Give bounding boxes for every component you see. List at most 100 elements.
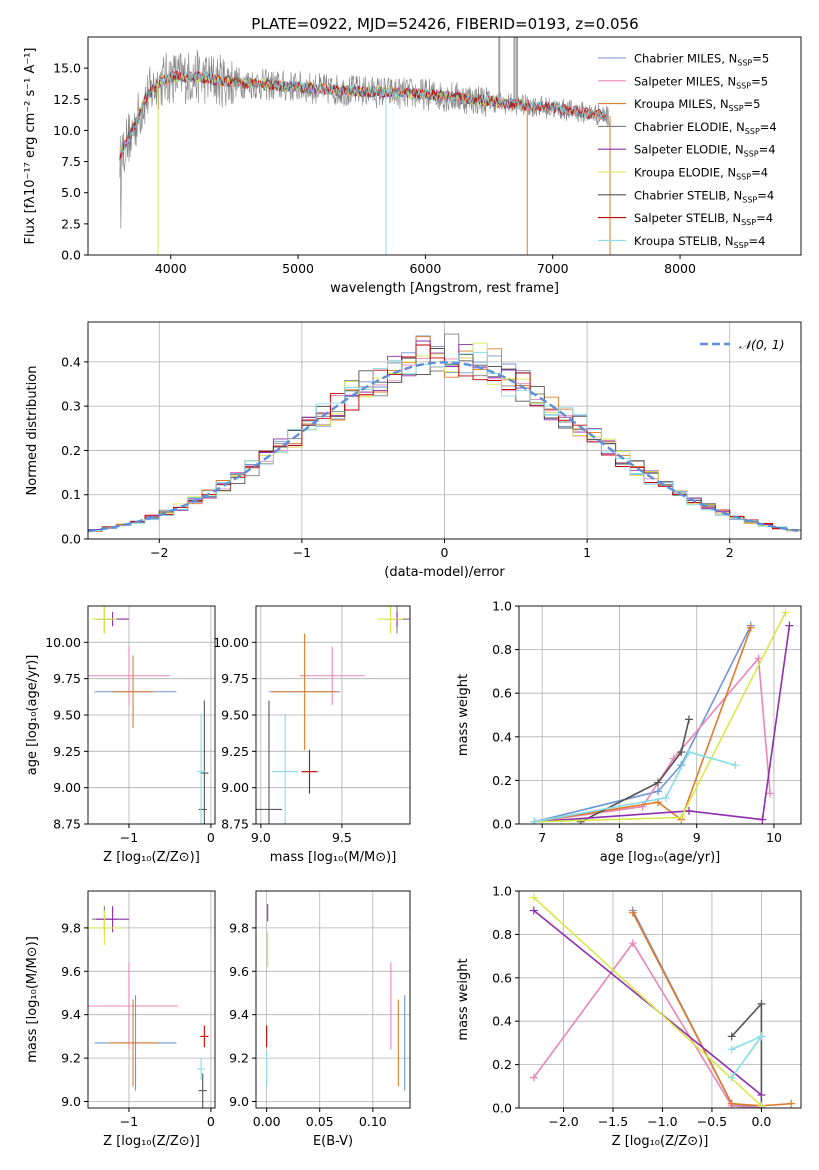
- panel-weight-vs-age: 7 8 9 10 0.0 0.2 0.4 0.6 0.8 1.0 age [log₁₀(age/yr…: [456, 599, 802, 865]
- x-axis-label: Z [log₁₀(Z/Z⊙)]: [103, 850, 200, 865]
- data-point-marker: [727, 1045, 736, 1054]
- x-tick-label: 5000: [282, 261, 314, 276]
- series-line-kroupa-stelib: [731, 1034, 764, 1079]
- y-tick-label: 9.75: [221, 671, 249, 686]
- y-tick-label: 0.0: [492, 1101, 512, 1116]
- data-point-marker: [758, 815, 767, 824]
- data-point-marker: [766, 789, 775, 798]
- legend-value: =5: [752, 52, 769, 66]
- y-axis-label: age [log₁₀(age/yr)]: [25, 655, 40, 776]
- legend-entry: Chabrier ELODIE, NSSP=4: [634, 120, 777, 136]
- normal-distribution-curve: [88, 361, 799, 533]
- panel-spectrum: 4000 5000 6000 7000 8000 0.0 2.5 5.0 7.5 10.0 12.5…: [23, 36, 802, 296]
- y-tick-label: 1.0: [492, 884, 512, 899]
- y-tick-label: 7.5: [61, 154, 81, 169]
- y-tick-label: 10.00: [45, 635, 81, 650]
- figure-title: PLATE=0922, MJD=52426, FIBERID=0193, z=0…: [251, 15, 638, 33]
- data-point-marker: [785, 621, 794, 630]
- axes-frame: [87, 890, 216, 1109]
- y-tick-label: 10.0: [53, 123, 81, 138]
- y-tick-label: 0.0: [61, 532, 81, 547]
- x-tick-label: 7: [538, 830, 546, 845]
- plot-area: [519, 891, 801, 1108]
- y-axis-label: Flux [fλ10⁻¹⁷ erg cm⁻² s⁻¹ A⁻¹]: [23, 48, 38, 245]
- y-tick-label: 0.0: [61, 248, 81, 263]
- series-line-salpeter-miles: [533, 941, 762, 1108]
- legend-value: =4: [749, 234, 766, 248]
- x-axis-label: Z [log₁₀(Z/Z⊙)]: [612, 1134, 709, 1149]
- x-tick-label: 0: [441, 545, 449, 560]
- data-point-marker: [757, 1032, 766, 1041]
- data-point-marker: [661, 793, 670, 802]
- x-tick-label: −1: [293, 545, 311, 560]
- data-point-marker: [677, 813, 686, 822]
- y-tick-label: 9.50: [53, 708, 81, 723]
- series-line-chabrier-stelib: [580, 719, 690, 823]
- x-tick-label: 10: [766, 830, 782, 845]
- legend-entry: Salpeter MILES, NSSP=5: [634, 74, 768, 90]
- plot-area: [88, 322, 801, 539]
- x-tick-label: 0.10: [359, 1114, 387, 1129]
- y-tick-label: 9.4: [229, 1007, 249, 1022]
- data-point-marker: [781, 608, 790, 617]
- y-tick-label: 12.5: [53, 92, 81, 107]
- axes-frame: [255, 890, 411, 1109]
- x-tick-label: 2: [726, 545, 734, 560]
- x-tick-label: 8000: [664, 261, 696, 276]
- x-tick-label: 8: [615, 830, 623, 845]
- y-tick-label: 0.4: [61, 354, 81, 369]
- legend-value: =4: [756, 211, 773, 225]
- x-tick-label: 6000: [409, 261, 441, 276]
- plot-area: [119, 37, 611, 255]
- x-tick-label: 0.0: [751, 1114, 771, 1129]
- y-tick-label: 9.00: [221, 780, 249, 795]
- y-axis-label: mass weight: [456, 958, 471, 1040]
- model-spectrum-kroupa-stelib: [119, 70, 607, 155]
- data-point-marker: [677, 748, 686, 757]
- x-axis-label: E(B-V): [313, 1134, 353, 1149]
- plot-area: [88, 891, 215, 1108]
- x-tick-label: 7000: [537, 261, 569, 276]
- legend-subscript: SSP: [734, 241, 749, 250]
- y-tick-label: 9.0: [61, 1094, 81, 1109]
- x-tick-label: 0: [207, 830, 215, 845]
- x-tick-label: −0.5: [697, 1114, 727, 1129]
- data-point-marker: [727, 1099, 736, 1108]
- y-axis-label: mass weight: [456, 674, 471, 756]
- data-point-marker: [530, 817, 539, 824]
- y-tick-label: 9.0: [229, 1094, 249, 1109]
- legend-entry: Kroupa STELIB, NSSP=4: [634, 234, 765, 250]
- series-line-kroupa-miles: [632, 912, 792, 1107]
- data-point-marker: [628, 939, 637, 948]
- x-tick-label: 9: [693, 830, 701, 845]
- plot-area: [256, 891, 410, 1108]
- legend-value: =4: [759, 143, 776, 157]
- series-line-kroupa-elodie: [534, 612, 787, 823]
- data-point-marker: [757, 999, 766, 1008]
- data-point-marker: [757, 1101, 766, 1108]
- x-tick-label: −2: [150, 545, 168, 560]
- x-tick-label: −1: [120, 1114, 138, 1129]
- axes-frame: [518, 890, 802, 1109]
- y-tick-label: 9.00: [53, 780, 81, 795]
- data-point-marker: [628, 908, 637, 917]
- y-tick-label: 9.8: [229, 920, 249, 935]
- y-tick-label: 9.4: [61, 1007, 81, 1022]
- y-tick-label: 9.25: [221, 744, 249, 759]
- legend-subscript: SSP: [729, 104, 744, 113]
- x-tick-label: 9.5: [332, 830, 352, 845]
- y-tick-label: 8.75: [221, 817, 249, 832]
- series-line-kroupa-elodie: [533, 896, 762, 1107]
- x-tick-label: 4000: [155, 261, 187, 276]
- legend-subscript: SSP: [741, 218, 756, 227]
- y-tick-label: 9.25: [53, 744, 81, 759]
- data-point-marker: [529, 893, 538, 902]
- legend-subscript: SSP: [744, 150, 759, 159]
- data-point-marker: [731, 761, 740, 770]
- legend-value: =4: [757, 188, 774, 202]
- data-point-marker: [684, 748, 693, 757]
- y-tick-label: 9.6: [229, 964, 249, 979]
- plot-area: [88, 606, 215, 824]
- series-line-kroupa-stelib: [534, 751, 736, 823]
